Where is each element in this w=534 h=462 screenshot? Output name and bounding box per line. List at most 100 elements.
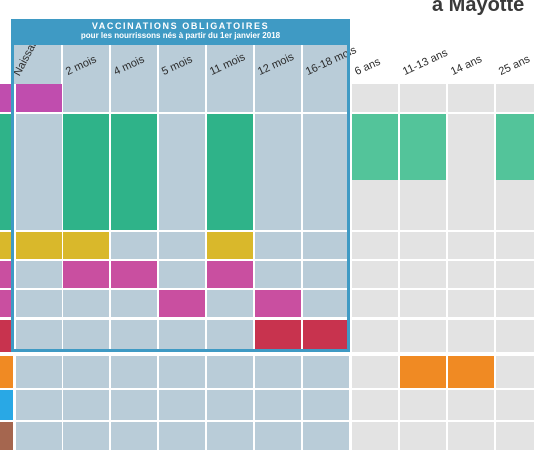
cell-r6-c7 bbox=[352, 356, 398, 388]
cell-r8-c10 bbox=[496, 422, 534, 450]
cell-r7-c10 bbox=[496, 390, 534, 420]
cell-r4-c1 bbox=[63, 290, 109, 317]
cell-r5-c8 bbox=[400, 320, 446, 352]
cell-r5-c7 bbox=[352, 320, 398, 352]
cell-r5-c5 bbox=[255, 320, 301, 352]
cell-r3-c9 bbox=[448, 261, 494, 288]
cell-r3-c2 bbox=[111, 261, 157, 288]
cell-r8-c2 bbox=[111, 422, 157, 450]
cell-r0-c10 bbox=[496, 84, 534, 112]
cell-r0-c0 bbox=[16, 84, 62, 112]
cell-r2-c0 bbox=[16, 232, 62, 259]
cell-r2-c3 bbox=[159, 232, 205, 259]
cell-r1-c8-rest bbox=[400, 180, 446, 230]
cell-r5-c3 bbox=[159, 320, 205, 352]
cell-r1-c9 bbox=[448, 114, 494, 230]
cell-r4-c0 bbox=[16, 290, 62, 317]
cell-r2-c4 bbox=[207, 232, 253, 259]
cell-r3-c7 bbox=[352, 261, 398, 288]
cell-r5-c9 bbox=[448, 320, 494, 352]
cell-r4-c5 bbox=[255, 290, 301, 317]
cell-r3-c5 bbox=[255, 261, 301, 288]
cell-r4-c4 bbox=[207, 290, 253, 317]
cell-r4-c10 bbox=[496, 290, 534, 317]
row-5-label-stub bbox=[0, 320, 13, 352]
cell-r4-c6 bbox=[303, 290, 349, 317]
cell-r1-c8 bbox=[400, 114, 446, 180]
cell-r1-c10 bbox=[496, 114, 534, 180]
cell-r2-c1 bbox=[63, 232, 109, 259]
cell-r0-c2 bbox=[111, 84, 157, 112]
cell-r2-c2 bbox=[111, 232, 157, 259]
cell-r8-c9 bbox=[448, 422, 494, 450]
cell-r7-c6 bbox=[303, 390, 349, 420]
cell-r5-c1 bbox=[63, 320, 109, 352]
row-6-label-stub bbox=[0, 356, 13, 388]
cell-r6-c5 bbox=[255, 356, 301, 388]
cell-r2-c5 bbox=[255, 232, 301, 259]
cell-r0-c5 bbox=[255, 84, 301, 112]
cell-r1-c3 bbox=[159, 114, 205, 230]
row-0-label-stub bbox=[0, 84, 13, 112]
cell-r5-c2 bbox=[111, 320, 157, 352]
cell-r8-c6 bbox=[303, 422, 349, 450]
cell-r4-c7 bbox=[352, 290, 398, 317]
cell-r5-c0 bbox=[16, 320, 62, 352]
cell-r4-c9 bbox=[448, 290, 494, 317]
cell-r3-c8 bbox=[400, 261, 446, 288]
cell-r6-c3 bbox=[159, 356, 205, 388]
cell-r8-c0 bbox=[16, 422, 62, 450]
cell-r1-c1 bbox=[63, 114, 109, 230]
cell-r7-c5 bbox=[255, 390, 301, 420]
cell-r8-c3 bbox=[159, 422, 205, 450]
cell-r4-c8 bbox=[400, 290, 446, 317]
cell-r3-c1 bbox=[63, 261, 109, 288]
cell-r1-c10-rest bbox=[496, 180, 534, 230]
mandatory-subtitle: pour les nourrissons nés à partir du 1er… bbox=[80, 31, 281, 40]
cell-r6-c10 bbox=[496, 356, 534, 388]
cell-r8-c7 bbox=[352, 422, 398, 450]
cell-r5-c10 bbox=[496, 320, 534, 352]
cell-r0-c3 bbox=[159, 84, 205, 112]
mandatory-header-band bbox=[11, 45, 350, 84]
cell-r0-c6 bbox=[303, 84, 349, 112]
cell-r6-c0 bbox=[16, 356, 62, 388]
cell-r0-c9 bbox=[448, 84, 494, 112]
cell-r2-c10 bbox=[496, 232, 534, 259]
cell-r7-c2 bbox=[111, 390, 157, 420]
cell-r3-c6 bbox=[303, 261, 349, 288]
row-4-label-stub bbox=[0, 290, 13, 317]
mandatory-title: VACCINATIONS OBLIGATOIRES bbox=[91, 21, 270, 31]
cell-r6-c2 bbox=[111, 356, 157, 388]
cell-r2-c8 bbox=[400, 232, 446, 259]
row-2-label-stub bbox=[0, 232, 13, 259]
cell-r2-c9 bbox=[448, 232, 494, 259]
cell-r0-c1 bbox=[63, 84, 109, 112]
cell-r7-c3 bbox=[159, 390, 205, 420]
cell-r1-c2 bbox=[111, 114, 157, 230]
row-1-label-stub bbox=[0, 114, 13, 230]
cell-r3-c10 bbox=[496, 261, 534, 288]
cell-r8-c8 bbox=[400, 422, 446, 450]
cell-r7-c7 bbox=[352, 390, 398, 420]
cell-r7-c4 bbox=[207, 390, 253, 420]
cell-r1-c7-rest bbox=[352, 180, 398, 230]
cell-r4-c2 bbox=[111, 290, 157, 317]
cell-r5-c4 bbox=[207, 320, 253, 352]
cell-r1-c5 bbox=[255, 114, 301, 230]
cell-r3-c4 bbox=[207, 261, 253, 288]
cell-r2-c7 bbox=[352, 232, 398, 259]
row-7-label-stub bbox=[0, 390, 13, 420]
cell-r8-c4 bbox=[207, 422, 253, 450]
region-label: à Mayotte bbox=[432, 0, 525, 16]
cell-r6-c9 bbox=[448, 356, 494, 388]
cell-r3-c3 bbox=[159, 261, 205, 288]
cell-r6-c6 bbox=[303, 356, 349, 388]
cell-r4-c3 bbox=[159, 290, 205, 317]
cell-r8-c1 bbox=[63, 422, 109, 450]
mandatory-title-banner: VACCINATIONS OBLIGATOIRES pour les nourr… bbox=[11, 19, 350, 45]
cell-r6-c8 bbox=[400, 356, 446, 388]
cell-r5-c6 bbox=[303, 320, 349, 352]
cell-r0-c4 bbox=[207, 84, 253, 112]
